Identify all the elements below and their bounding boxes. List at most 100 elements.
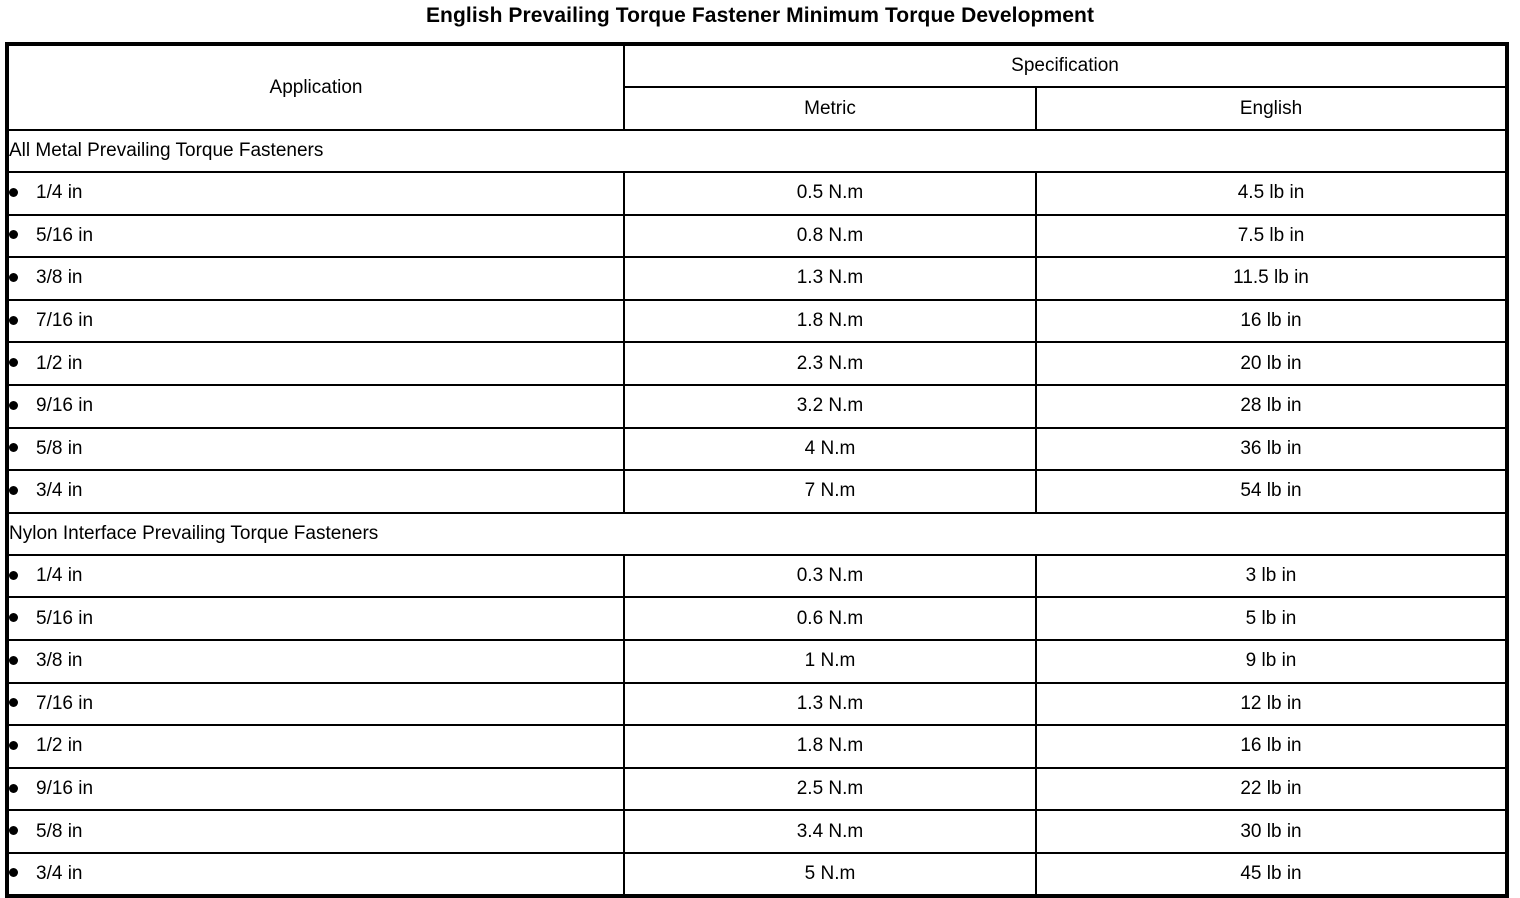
- english-value-cell: 28 lb in: [1034, 383, 1509, 429]
- table-row: 5/16 in 0.6 N.m 5 lb in: [6, 596, 1509, 641]
- section-heading-all-metal: All Metal Prevailing Torque Fasteners: [5, 130, 1509, 173]
- application-label: 3/4 in: [36, 480, 83, 502]
- application-cell: 1/4 in: [6, 553, 625, 599]
- section-header-row: All Metal Prevailing Torque Fasteners: [5, 130, 1509, 173]
- application-cell: 7/16 in: [6, 681, 625, 727]
- application-cell: 3/8 in: [6, 256, 625, 301]
- application-label: 5/8 in: [36, 820, 83, 842]
- column-header-english: English: [1034, 86, 1509, 131]
- english-value-cell: 3 lb in: [1034, 553, 1509, 599]
- bullet-dot-icon: [9, 443, 18, 453]
- metric-value-cell: 2.5 N.m: [623, 766, 1037, 812]
- application-cell: 5/8 in: [6, 426, 625, 472]
- metric-value-cell: 1.3 N.m: [623, 681, 1037, 727]
- english-value-cell: 16 lb in: [1034, 298, 1509, 344]
- bullet-dot-icon: [9, 400, 18, 410]
- application-cell: 7/16 in: [6, 298, 625, 344]
- application-label: 1/4 in: [36, 182, 83, 204]
- english-value-cell: 11.5 lb in: [1034, 256, 1509, 301]
- application-cell: 1/2 in: [6, 724, 625, 769]
- section-heading-nylon-interface: Nylon Interface Prevailing Torque Fasten…: [5, 511, 1509, 556]
- table-row: 1/4 in 0.3 N.m 3 lb in: [6, 553, 1509, 599]
- application-cell: 5/16 in: [6, 596, 625, 641]
- metric-value-cell: 1.8 N.m: [623, 724, 1037, 769]
- bullet-dot-icon: [9, 655, 18, 665]
- application-label: 5/8 in: [36, 437, 83, 459]
- bullet-dot-icon: [9, 783, 18, 793]
- table-row: 1/2 in 1.8 N.m 16 lb in: [6, 724, 1509, 769]
- application-label: 9/16 in: [36, 395, 94, 417]
- bullet-dot-icon: [9, 358, 18, 368]
- application-label: 7/16 in: [36, 310, 94, 332]
- column-header-metric: Metric: [623, 86, 1037, 131]
- application-cell: 9/16 in: [6, 383, 625, 429]
- table-body: All Metal Prevailing Torque Fasteners 1/…: [5, 130, 1509, 896]
- english-value-cell: 36 lb in: [1034, 426, 1509, 472]
- table-row: 3/4 in 5 N.m 45 lb in: [6, 851, 1509, 896]
- application-cell: 1/4 in: [6, 171, 625, 216]
- metric-value-cell: 3.2 N.m: [623, 383, 1037, 429]
- application-cell: 3/8 in: [6, 638, 625, 684]
- table-header-row-2: Metric English: [7, 86, 1509, 131]
- table-row: 1/2 in 2.3 N.m 20 lb in: [6, 341, 1509, 386]
- table-row: 7/16 in 1.3 N.m 12 lb in: [6, 681, 1509, 727]
- metric-value-cell: 7 N.m: [623, 469, 1037, 514]
- table-row: 3/8 in 1 N.m 9 lb in: [6, 638, 1509, 684]
- table-header: Application Specification Metric English: [6, 43, 1509, 131]
- section-header-row: Nylon Interface Prevailing Torque Fasten…: [5, 511, 1509, 556]
- column-header-application: Application: [6, 43, 625, 131]
- english-value-cell: 45 lb in: [1034, 851, 1509, 896]
- bullet-dot-icon: [9, 272, 18, 282]
- bullet-dot-icon: [9, 740, 18, 750]
- application-cell: 5/8 in: [6, 809, 625, 854]
- page-title: English Prevailing Torque Fastener Minim…: [425, 4, 1095, 27]
- bullet-dot-icon: [9, 570, 18, 580]
- english-value-cell: 7.5 lb in: [1034, 213, 1509, 259]
- application-label: 1/2 in: [36, 352, 83, 374]
- table-row: 5/8 in 3.4 N.m 30 lb in: [6, 809, 1509, 854]
- bullet-dot-icon: [9, 187, 18, 197]
- english-value-cell: 22 lb in: [1034, 766, 1509, 812]
- application-label: 3/8 in: [36, 650, 83, 672]
- application-cell: 1/2 in: [6, 341, 625, 386]
- english-value-cell: 5 lb in: [1034, 596, 1509, 641]
- table-row: 5/8 in 4 N.m 36 lb in: [6, 426, 1509, 472]
- torque-specification-table: Application Specification Metric English…: [5, 42, 1510, 898]
- table-row: 7/16 in 1.8 N.m 16 lb in: [6, 298, 1509, 344]
- application-label: 9/16 in: [36, 778, 94, 799]
- english-value-cell: 20 lb in: [1034, 341, 1509, 386]
- english-value-cell: 9 lb in: [1034, 638, 1509, 684]
- metric-value-cell: 3.4 N.m: [623, 809, 1037, 854]
- application-label: 1/4 in: [36, 565, 83, 587]
- metric-value-cell: 0.8 N.m: [623, 213, 1037, 259]
- application-cell: 9/16 in: [6, 766, 625, 812]
- metric-value-cell: 0.6 N.m: [623, 596, 1037, 641]
- bullet-dot-icon: [9, 485, 18, 495]
- table-row: 3/8 in 1.3 N.m 11.5 lb in: [6, 256, 1509, 301]
- bullet-dot-icon: [9, 230, 18, 240]
- application-label: 5/16 in: [36, 607, 94, 629]
- bullet-dot-icon: [9, 868, 18, 878]
- column-header-specification: Specification: [622, 43, 1509, 88]
- table-row: 1/4 in 0.5 N.m 4.5 lb in: [6, 171, 1509, 216]
- application-cell: 5/16 in: [6, 213, 625, 259]
- metric-value-cell: 4 N.m: [623, 426, 1037, 472]
- metric-value-cell: 0.5 N.m: [623, 171, 1037, 216]
- bullet-dot-icon: [9, 698, 18, 708]
- table-row: 9/16 in 2.5 N.m 22 lb in: [6, 766, 1509, 812]
- english-value-cell: 30 lb in: [1034, 809, 1509, 854]
- application-cell: 3/4 in: [6, 469, 625, 514]
- metric-value-cell: 1.8 N.m: [623, 298, 1037, 344]
- application-label: 3/4 in: [36, 862, 83, 884]
- application-label: 7/16 in: [36, 692, 94, 714]
- application-cell: 3/4 in: [6, 851, 625, 896]
- metric-value-cell: 0.3 N.m: [623, 553, 1037, 599]
- english-value-cell: 54 lb in: [1034, 469, 1509, 514]
- table-row: 5/16 in 0.8 N.m 7.5 lb in: [6, 213, 1509, 259]
- english-value-cell: 12 lb in: [1034, 681, 1509, 727]
- english-value-cell: 16 lb in: [1034, 724, 1509, 769]
- table-row: 9/16 in 3.2 N.m 28 lb in: [6, 383, 1509, 429]
- english-value-cell: 4.5 lb in: [1034, 171, 1509, 216]
- application-label: 1/2 in: [36, 735, 83, 757]
